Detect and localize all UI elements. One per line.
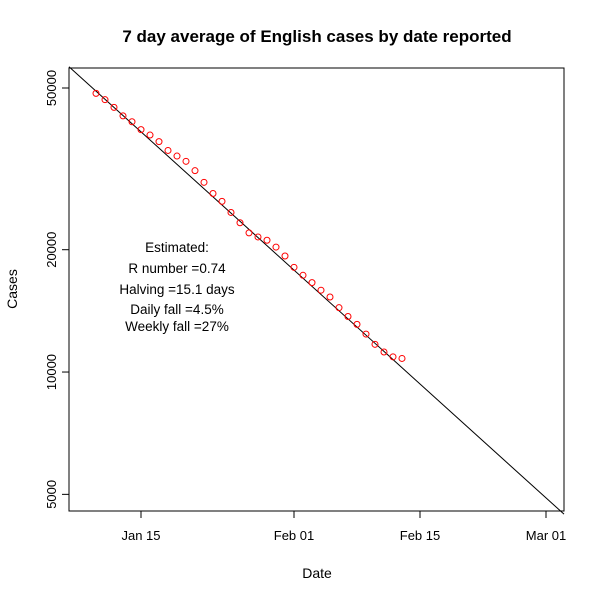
data-point (164, 146, 172, 154)
data-point (326, 293, 334, 301)
data-point (362, 330, 370, 338)
annotation-line-1: Estimated: (145, 240, 209, 255)
estimate-annotation: Estimated: R number =0.74 Halving =15.1 … (119, 240, 234, 334)
data-point (101, 96, 109, 104)
annotation-line-2: R number =0.74 (128, 261, 226, 276)
fit-line (68, 66, 565, 515)
data-point (371, 340, 379, 348)
data-point (398, 354, 406, 362)
data-point (254, 233, 262, 241)
data-point (92, 89, 100, 97)
x-tick-label: Mar 01 (526, 528, 566, 543)
data-point (335, 304, 343, 312)
data-point (245, 229, 253, 237)
x-axis: Jan 15 Feb 01 Feb 15 Mar 01 (121, 511, 566, 543)
plot-frame (68, 67, 565, 512)
data-point (380, 348, 388, 356)
annotation-line-3: Halving =15.1 days (119, 282, 234, 297)
data-point (281, 252, 289, 260)
data-point (218, 197, 226, 205)
data-point (200, 178, 208, 186)
data-point (290, 263, 298, 271)
data-point (173, 152, 181, 160)
data-point (137, 126, 145, 134)
chart-title: 7 day average of English cases by date r… (122, 27, 511, 46)
data-point (389, 353, 397, 361)
fit-line-group (68, 66, 565, 515)
data-point (263, 236, 271, 244)
data-points (92, 89, 406, 362)
data-point (299, 271, 307, 279)
x-tick-label: Feb 01 (274, 528, 314, 543)
x-tick-label: Jan 15 (121, 528, 160, 543)
data-point (209, 190, 217, 198)
x-axis-label: Date (302, 565, 332, 581)
data-point (182, 157, 190, 165)
y-axis-label: Cases (4, 269, 20, 309)
data-point (317, 286, 325, 294)
data-point (353, 320, 361, 328)
data-point (146, 131, 154, 139)
annotation-line-4: Daily fall =4.5% (130, 302, 223, 317)
data-point (272, 243, 280, 251)
annotation-line-5: Weekly fall =27% (125, 319, 229, 334)
data-point (191, 167, 199, 175)
data-point (227, 208, 235, 216)
data-point (236, 219, 244, 227)
x-tick-label: Feb 15 (400, 528, 440, 543)
data-point (308, 279, 316, 287)
y-axis: 5000 10000 20000 50000 (44, 70, 69, 509)
data-point (110, 103, 118, 111)
data-point (119, 112, 127, 120)
data-point (344, 312, 352, 320)
data-point (128, 118, 136, 126)
y-tick-label: 50000 (44, 70, 59, 106)
y-tick-label: 5000 (44, 480, 59, 509)
y-tick-label: 10000 (44, 354, 59, 390)
y-tick-label: 20000 (44, 232, 59, 268)
data-point (155, 138, 163, 146)
